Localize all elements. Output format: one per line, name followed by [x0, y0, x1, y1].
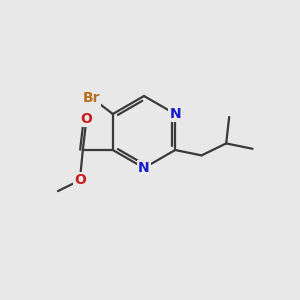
Text: O: O: [80, 112, 92, 126]
Text: Br: Br: [82, 91, 100, 104]
Text: O: O: [74, 173, 86, 187]
Text: N: N: [138, 161, 150, 175]
Text: N: N: [169, 107, 181, 121]
